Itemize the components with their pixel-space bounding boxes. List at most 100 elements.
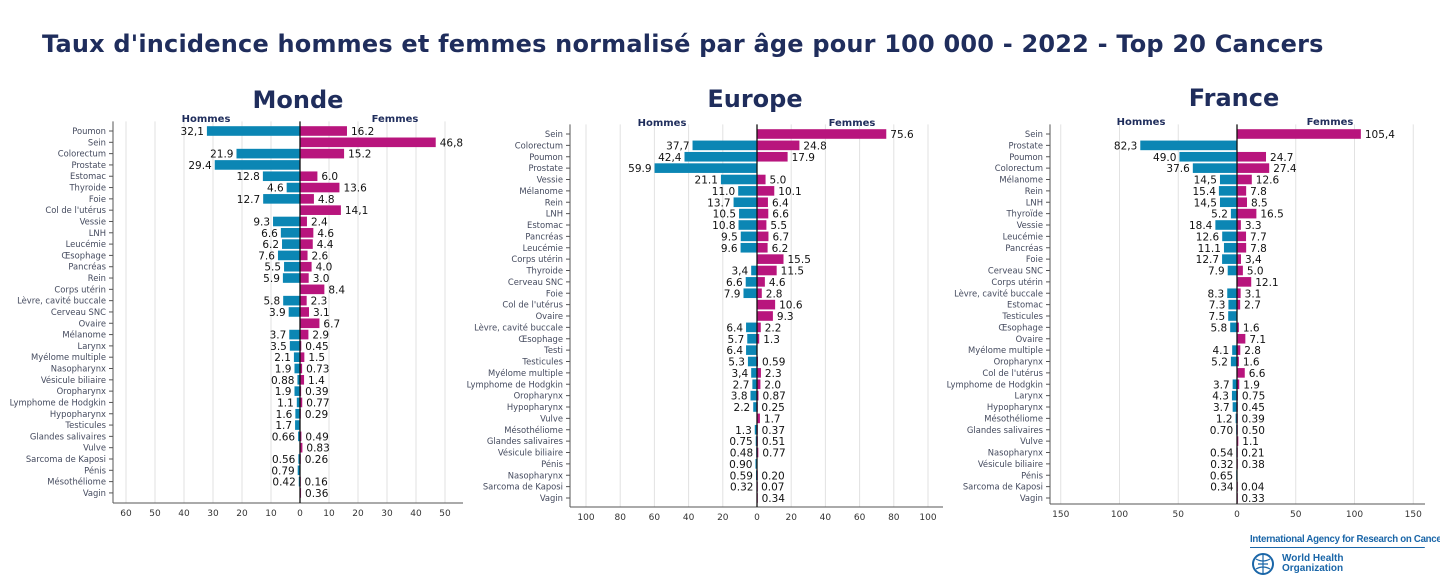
bar-hommes xyxy=(263,194,300,204)
x-tick-label: 100 xyxy=(1111,510,1128,520)
value-label-hommes: 5.2 xyxy=(1211,209,1228,221)
value-label-femmes: 7.1 xyxy=(1249,334,1266,346)
value-label-hommes: 3.8 xyxy=(731,391,748,403)
value-label-femmes: 27.4 xyxy=(1273,163,1297,175)
value-label-femmes: 0.77 xyxy=(762,448,785,460)
category-label: Cerveau SNC xyxy=(988,266,1043,276)
x-tick-label: 100 xyxy=(1346,510,1363,520)
value-label-hommes: 14,5 xyxy=(1194,197,1217,209)
value-label-hommes: 0.88 xyxy=(271,375,294,387)
category-label: Rein xyxy=(88,273,106,283)
value-label-femmes: 0.50 xyxy=(1242,425,1265,437)
value-label-femmes: 0.83 xyxy=(306,443,329,455)
value-label-femmes: 5.0 xyxy=(770,175,787,187)
bar-hommes xyxy=(738,186,757,196)
x-tick-label: 20 xyxy=(785,513,797,523)
bar-hommes xyxy=(739,208,757,219)
value-label-femmes: 6.4 xyxy=(772,197,789,209)
value-label-hommes: 6.2 xyxy=(262,239,279,251)
bar-hommes xyxy=(743,288,757,299)
category-label: Myélome multiple xyxy=(488,368,563,378)
bar-hommes xyxy=(1223,242,1237,253)
value-label-hommes: 4.1 xyxy=(1212,345,1229,357)
x-tick-label: 40 xyxy=(683,513,695,523)
bar-hommes xyxy=(692,140,757,151)
value-label-femmes: 0.51 xyxy=(762,436,785,448)
value-label-femmes: 6.6 xyxy=(1249,368,1266,380)
category-label: Mélanome xyxy=(519,186,563,196)
value-label-femmes: 0.07 xyxy=(761,482,784,494)
value-label-hommes: 29.4 xyxy=(188,160,212,172)
x-tick-label: 50 xyxy=(1290,510,1302,520)
bar-hommes xyxy=(1222,231,1237,242)
bar-hommes xyxy=(294,363,300,374)
category-label: Oropharynx xyxy=(57,386,106,396)
value-label-hommes: 12.6 xyxy=(1196,231,1220,243)
value-label-hommes: 6.6 xyxy=(261,228,278,240)
value-label-hommes: 4.6 xyxy=(267,183,284,195)
value-label-hommes: 21.1 xyxy=(695,175,718,187)
value-label-hommes: 13.7 xyxy=(707,197,730,209)
bar-hommes xyxy=(1230,356,1237,367)
value-label-hommes: 3.9 xyxy=(269,307,286,319)
value-label-femmes: 4.6 xyxy=(769,277,786,289)
bar-femmes xyxy=(300,341,302,351)
bar-femmes xyxy=(300,318,320,329)
category-label: Prostate xyxy=(71,160,106,170)
value-label-hommes: 21.9 xyxy=(210,149,233,161)
x-tick-label: 150 xyxy=(1052,510,1069,520)
bar-hommes xyxy=(294,386,300,396)
bar-femmes xyxy=(300,250,308,261)
bar-femmes xyxy=(1237,186,1247,196)
value-label-femmes: 1.6 xyxy=(1243,357,1260,369)
bar-hommes xyxy=(1235,413,1237,424)
category-label: Vagin xyxy=(1020,493,1043,503)
x-tick-label: 50 xyxy=(1173,510,1185,520)
value-label-hommes: 1.1 xyxy=(277,397,294,409)
value-label-femmes: 2.8 xyxy=(766,288,783,300)
value-label-femmes: 1.4 xyxy=(308,375,325,387)
value-label-femmes: 2.7 xyxy=(1244,300,1261,312)
category-label: Vagin xyxy=(83,488,106,498)
category-label: Sarcoma de Kaposi xyxy=(963,482,1043,492)
bar-hommes xyxy=(282,273,300,283)
value-label-hommes: 7.5 xyxy=(1208,311,1225,323)
x-tick-label: 40 xyxy=(820,513,832,523)
value-label-femmes: 15.5 xyxy=(788,254,811,266)
bar-hommes xyxy=(750,390,757,401)
category-label: Vulve xyxy=(540,413,563,423)
value-label-hommes: 6.4 xyxy=(726,322,743,334)
category-label: Pancréas xyxy=(1005,243,1043,253)
category-label: LNH xyxy=(1026,197,1043,207)
category-label: Col de l'utérus xyxy=(502,300,563,310)
value-label-hommes: 0.32 xyxy=(1210,459,1233,471)
category-label: Cerveau SNC xyxy=(508,277,563,287)
value-label-hommes: 0.79 xyxy=(271,465,294,477)
category-label: Pénis xyxy=(541,459,563,469)
category-label: Oropharynx xyxy=(514,391,563,401)
value-label-femmes: 1.7 xyxy=(764,413,781,425)
bar-femmes xyxy=(1237,174,1252,185)
category-label: LNH xyxy=(89,228,106,238)
value-label-femmes: 105,4 xyxy=(1365,129,1395,141)
bar-femmes xyxy=(757,288,762,299)
category-label: LNH xyxy=(546,209,563,219)
value-label-femmes: 0.45 xyxy=(305,341,328,353)
value-label-hommes: 1.9 xyxy=(275,386,292,398)
x-tick-label: 20 xyxy=(717,513,729,523)
bar-hommes xyxy=(752,379,757,390)
bar-femmes xyxy=(300,171,318,182)
bar-femmes xyxy=(300,182,340,193)
value-label-femmes: 0.59 xyxy=(762,357,785,369)
x-tick-label: 30 xyxy=(381,509,393,519)
bar-hommes xyxy=(236,148,300,159)
bar-hommes xyxy=(1232,379,1237,390)
value-label-femmes: 0.37 xyxy=(762,425,785,437)
value-label-hommes: 2.7 xyxy=(733,379,750,391)
value-label-hommes: 1.7 xyxy=(275,420,292,432)
category-label: Glandes salivaires xyxy=(30,431,106,441)
category-label: Sarcoma de Kaposi xyxy=(26,454,106,464)
value-label-hommes: 0.90 xyxy=(729,459,752,471)
category-label: Lèvre, cavité buccale xyxy=(954,288,1043,298)
